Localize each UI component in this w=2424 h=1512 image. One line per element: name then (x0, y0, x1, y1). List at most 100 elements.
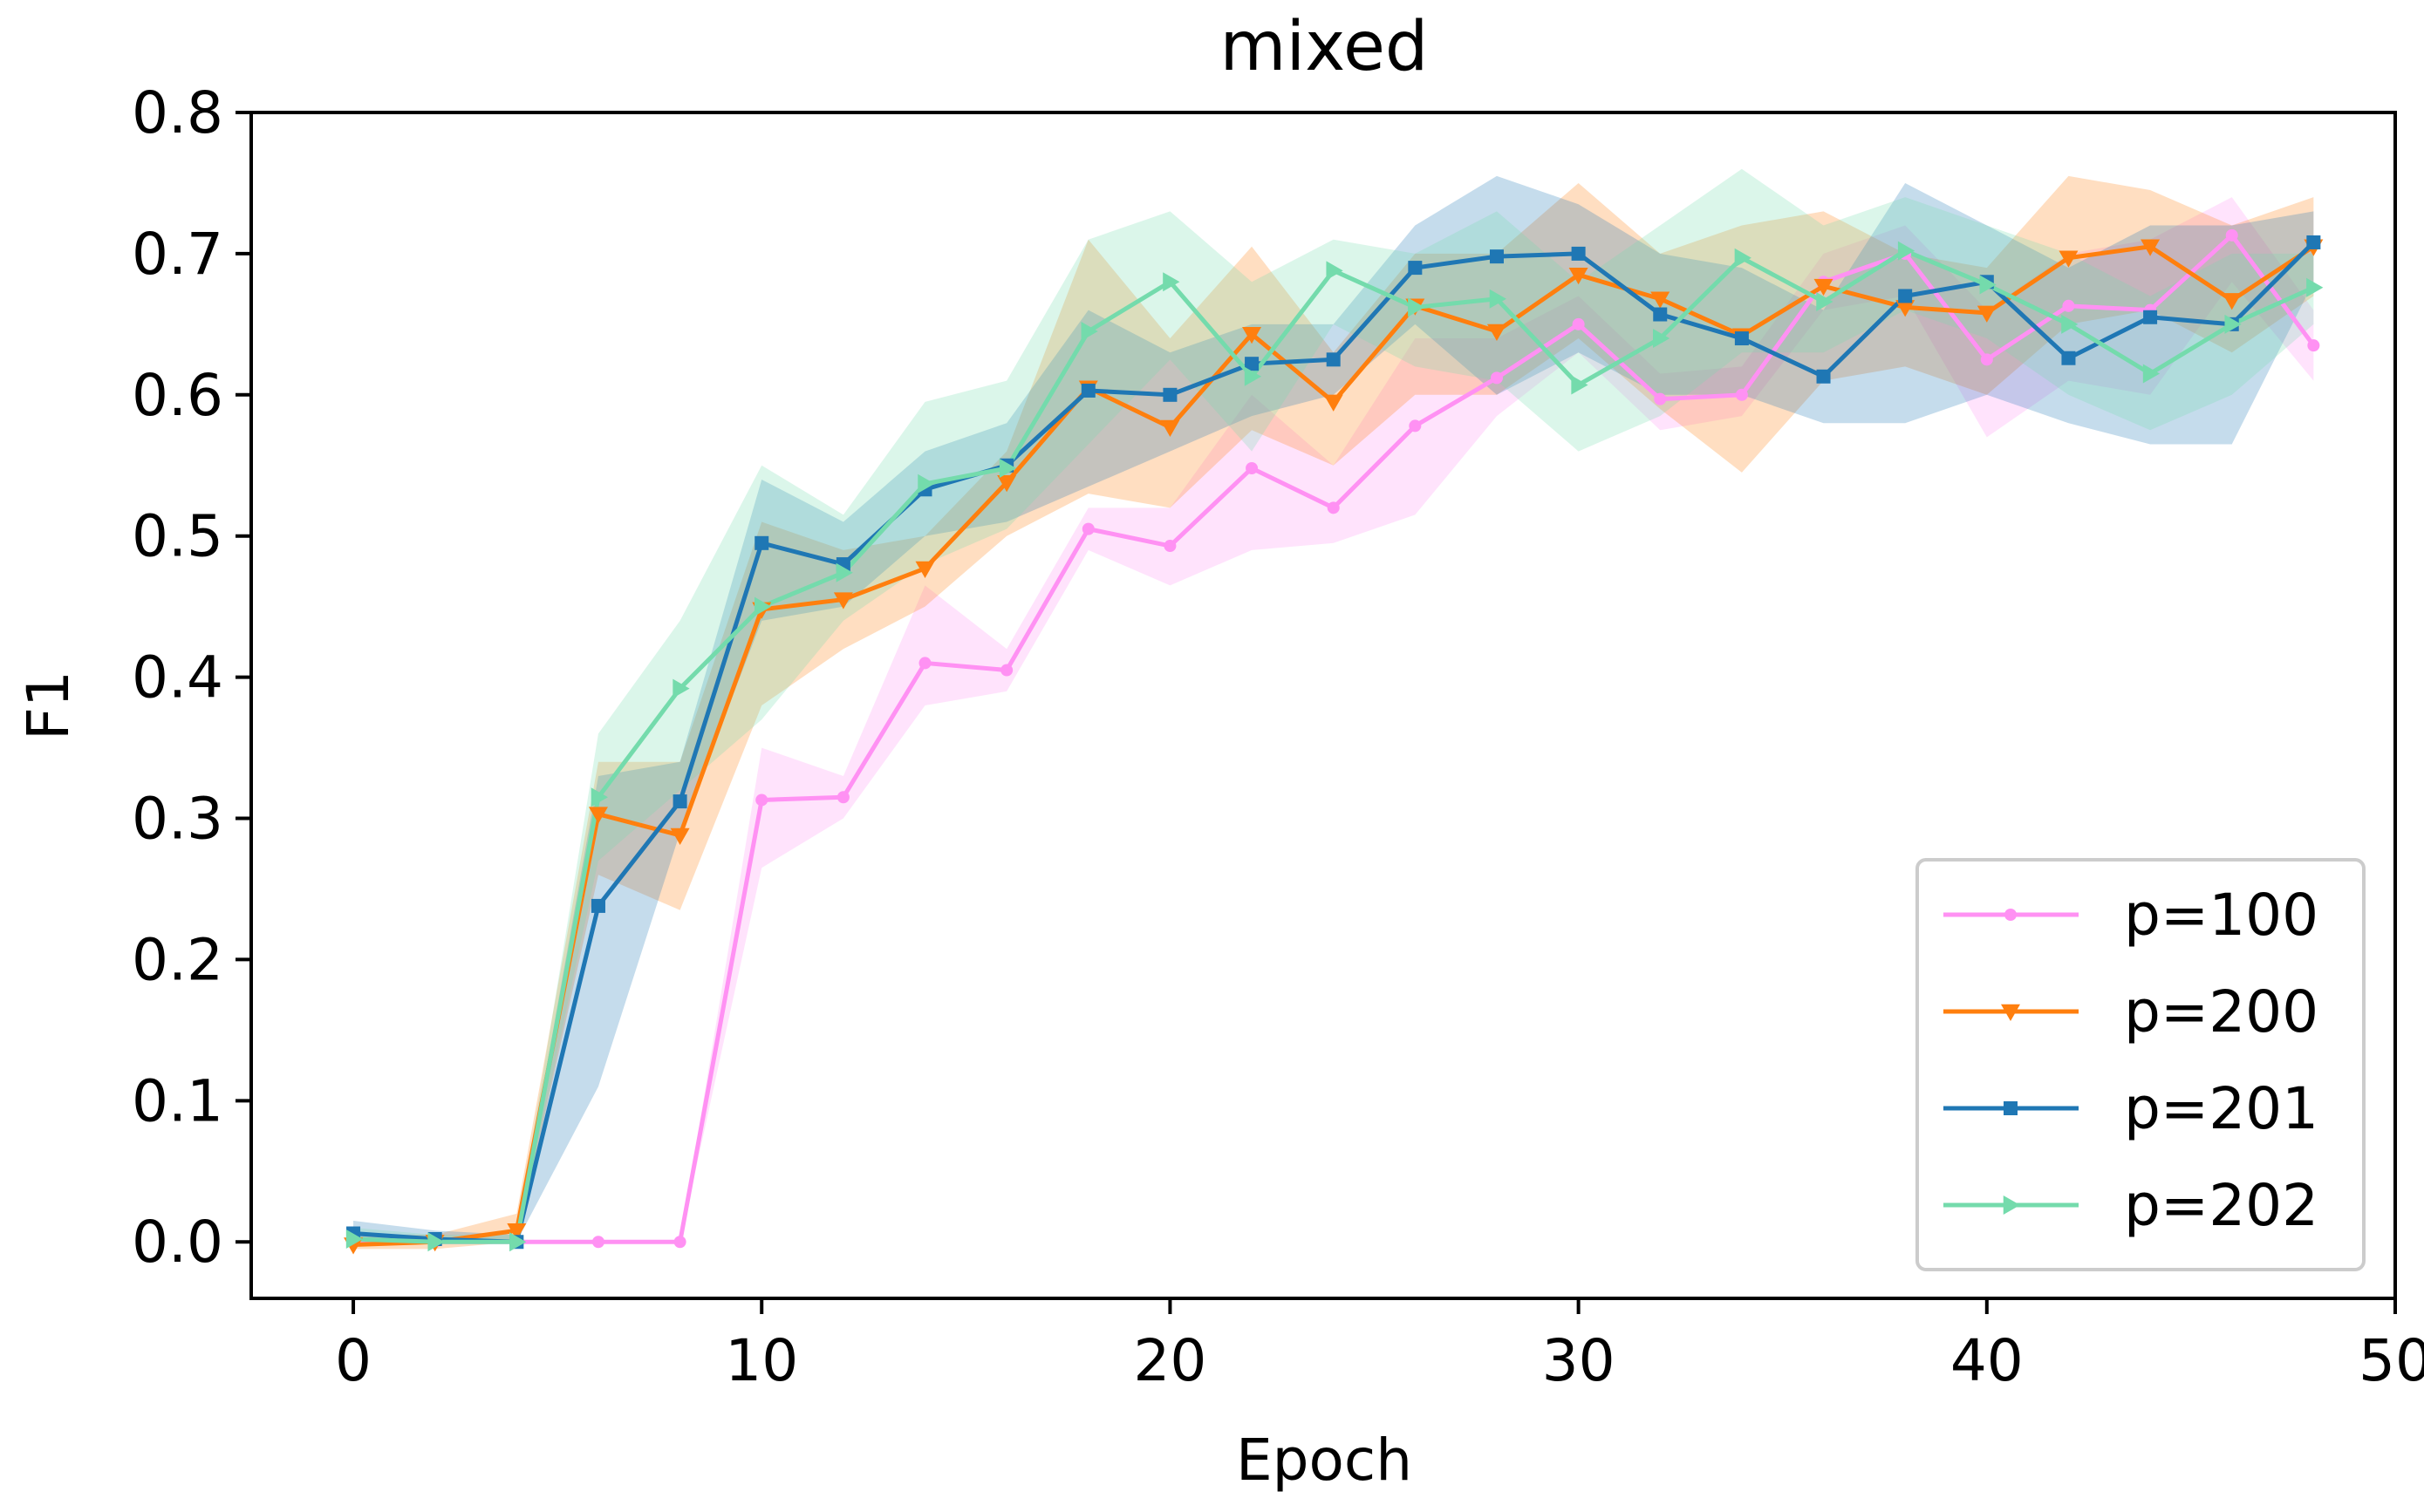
point-p-202-epoch-32 (1653, 329, 1670, 349)
y-tick-label: 0.3 (132, 786, 223, 853)
point-p-100-epoch-8 (673, 1236, 686, 1249)
point-p-202-epoch-12 (836, 562, 853, 582)
point-p-200-epoch-20 (1160, 419, 1180, 438)
point-p-201-epoch-10 (755, 535, 769, 550)
point-p-200-epoch-42 (2059, 250, 2079, 268)
point-p-200-epoch-16 (997, 474, 1017, 493)
chart-title: mixed (1220, 8, 1429, 86)
point-p-202-epoch-24 (1326, 261, 1343, 281)
point-p-202-epoch-20 (1163, 272, 1180, 292)
y-axis-label: F1 (15, 671, 82, 740)
series-markers (344, 228, 2324, 1255)
point-p-202-epoch-14 (918, 473, 935, 494)
legend-marker-p-201 (2004, 1101, 2018, 1115)
legend: p=100 p=200 p=201 p=202 (1915, 858, 2366, 1271)
point-p-202-epoch-4 (509, 1232, 527, 1252)
point-p-202-epoch-40 (1979, 275, 1997, 295)
point-p-200-epoch-30 (1568, 267, 1588, 285)
x-tick-label: 40 (1950, 1327, 2024, 1394)
y-tick-label: 0.5 (132, 503, 223, 570)
point-p-201-epoch-26 (1408, 261, 1423, 276)
point-p-201-epoch-8 (673, 794, 687, 809)
point-p-201-epoch-38 (1898, 289, 1913, 303)
point-p-100-epoch-46 (2225, 228, 2238, 242)
band-p-100 (353, 197, 2314, 1243)
point-p-200-epoch-36 (1813, 278, 1833, 296)
point-p-100-epoch-48 (2307, 339, 2320, 352)
point-p-100-epoch-6 (591, 1236, 604, 1249)
point-p-202-epoch-22 (1244, 366, 1262, 386)
legend-marker-p-100 (2004, 909, 2017, 921)
point-p-202-epoch-10 (754, 596, 772, 616)
x-tick-label: 10 (725, 1327, 798, 1394)
point-p-202-epoch-42 (2061, 314, 2079, 334)
point-p-201-epoch-36 (1816, 369, 1831, 384)
point-p-201-epoch-18 (1081, 383, 1096, 398)
legend-label-p-100: p=100 (2124, 882, 2318, 949)
point-p-202-epoch-16 (999, 459, 1017, 478)
point-p-202-epoch-30 (1571, 375, 1588, 395)
point-p-201-epoch-32 (1653, 307, 1668, 322)
confidence-bands (353, 168, 2314, 1250)
point-p-200-epoch-32 (1650, 291, 1670, 309)
point-p-201-epoch-24 (1326, 352, 1341, 367)
legend-marker-p-202 (2003, 1195, 2020, 1215)
point-p-201-epoch-48 (2306, 235, 2321, 249)
band-p-202 (353, 168, 2314, 1243)
point-p-200-epoch-38 (1895, 300, 1915, 317)
point-p-201-epoch-42 (2061, 351, 2076, 365)
point-p-100-epoch-22 (1246, 462, 1259, 474)
point-p-201-epoch-34 (1734, 331, 1749, 346)
point-p-202-epoch-18 (1081, 321, 1098, 341)
point-p-200-epoch-6 (588, 807, 608, 824)
point-p-100-epoch-40 (1980, 353, 1993, 366)
x-axis-label: Epoch (1236, 1427, 1412, 1494)
point-p-200-epoch-28 (1486, 324, 1506, 341)
point-p-202-epoch-38 (1897, 241, 1915, 261)
point-p-100-epoch-32 (1654, 392, 1667, 405)
point-p-100-epoch-34 (1735, 388, 1748, 401)
legend-marker-p-200 (2001, 1004, 2020, 1021)
point-p-201-epoch-22 (1245, 357, 1260, 371)
point-p-200-epoch-46 (2222, 293, 2242, 310)
point-p-201-epoch-20 (1163, 387, 1178, 402)
point-p-100-epoch-12 (836, 791, 850, 804)
y-tick-label: 0.2 (132, 926, 223, 993)
legend-label-p-200: p=200 (2124, 978, 2318, 1045)
point-p-200-epoch-8 (670, 828, 690, 845)
x-tick-label: 20 (1133, 1327, 1206, 1394)
y-tick-label: 0.6 (132, 362, 223, 429)
point-p-201-epoch-28 (1489, 249, 1504, 264)
point-p-100-epoch-18 (1082, 522, 1095, 535)
point-p-202-epoch-36 (1816, 291, 1833, 311)
x-tick-label: 30 (1542, 1327, 1615, 1394)
point-p-100-epoch-14 (918, 657, 932, 670)
point-p-202-epoch-34 (1734, 248, 1751, 268)
point-p-100-epoch-10 (755, 793, 768, 807)
legend-label-p-201: p=201 (2124, 1075, 2318, 1142)
y-tick-label: 0.8 (132, 79, 223, 146)
point-p-200-epoch-24 (1323, 394, 1343, 412)
legend-label-p-202: p=202 (2124, 1172, 2318, 1239)
point-p-202-epoch-28 (1489, 289, 1506, 309)
point-p-202-epoch-48 (2306, 277, 2324, 297)
x-axis: 0 10 20 30 40 50 (335, 1298, 2424, 1394)
point-p-100-epoch-28 (1490, 371, 1503, 385)
x-tick-label: 0 (335, 1327, 372, 1394)
point-p-201-epoch-30 (1571, 246, 1586, 261)
y-axis: 0.0 0.1 0.2 0.3 0.4 0.5 0.6 0.7 0.8 (132, 79, 251, 1276)
point-p-200-epoch-12 (833, 592, 853, 610)
point-p-202-epoch-0 (345, 1229, 364, 1249)
point-p-100-epoch-20 (1164, 540, 1177, 553)
point-p-202-epoch-6 (591, 787, 608, 807)
point-p-202-epoch-2 (427, 1232, 445, 1252)
point-p-202-epoch-8 (673, 678, 690, 698)
point-p-200-epoch-22 (1242, 326, 1262, 344)
point-p-100-epoch-16 (1000, 664, 1014, 677)
point-p-200-epoch-40 (1977, 305, 1997, 323)
point-p-200-epoch-14 (915, 561, 935, 578)
point-p-202-epoch-26 (1408, 297, 1425, 317)
point-p-201-epoch-6 (591, 898, 605, 913)
point-p-100-epoch-24 (1327, 501, 1340, 514)
y-tick-label: 0.7 (132, 221, 223, 288)
